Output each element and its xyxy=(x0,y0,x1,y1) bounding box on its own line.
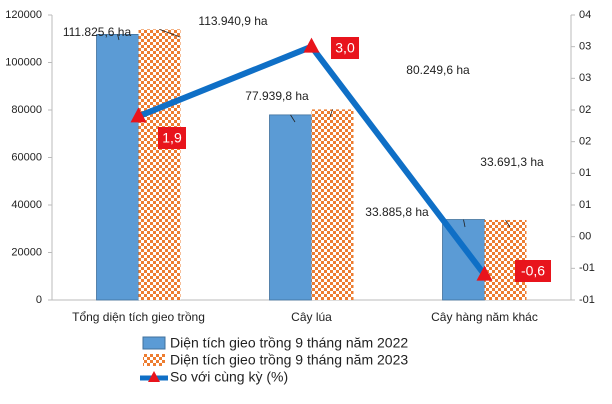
value-label: 111.825,6 ha xyxy=(63,25,132,39)
y-tick-label: 0 xyxy=(36,294,42,306)
x-tick-label: Cây lúa xyxy=(291,310,332,324)
legend-swatch xyxy=(142,336,166,350)
value-label: 33.691,3 ha xyxy=(480,155,544,169)
leader-line xyxy=(290,114,296,123)
y-tick-label: 80000 xyxy=(11,104,42,116)
value-label-box xyxy=(331,37,359,59)
value-label: 1,9 xyxy=(162,130,182,146)
y-tick-label: 60000 xyxy=(11,151,42,163)
x-tick-label: Cây hàng năm khác xyxy=(431,310,538,324)
value-label-box xyxy=(158,127,186,149)
y2-tick-label: 03 xyxy=(579,72,591,84)
value-label: 80.249,6 ha xyxy=(406,63,470,77)
leader-line xyxy=(505,219,511,228)
y-tick-label: 100000 xyxy=(5,56,42,68)
y2-tick-label: 02 xyxy=(579,136,591,148)
value-label: 113.940,9 ha xyxy=(198,14,268,28)
marker xyxy=(130,107,147,123)
y2-tick-label: 01 xyxy=(579,199,591,211)
y2-tick-label: -01 xyxy=(579,294,595,306)
x-tick-label: Tổng diện tích gieo trồng xyxy=(72,310,205,324)
marker xyxy=(476,265,493,281)
legend-label: So với cùng kỳ (%) xyxy=(170,369,288,385)
y2-tick-label: 04 xyxy=(579,9,591,21)
value-label: 77.939,8 ha xyxy=(245,89,309,103)
leader-line xyxy=(463,219,466,228)
value-label: 33.885,8 ha xyxy=(365,205,429,219)
legend-label: Diện tích gieo trồng 9 tháng năm 2022 xyxy=(170,335,408,351)
leader-line xyxy=(159,29,181,38)
value-label: -0,6 xyxy=(521,263,545,279)
marker xyxy=(303,37,320,53)
y-tick-label: 20000 xyxy=(11,246,42,258)
y2-tick-label: -01 xyxy=(579,262,595,274)
y2-tick-label: 02 xyxy=(579,104,591,116)
leader-line xyxy=(329,109,333,118)
leader-line xyxy=(117,34,120,41)
y-tick-label: 120000 xyxy=(5,9,42,21)
legend-swatch xyxy=(143,354,165,366)
y2-tick-label: 00 xyxy=(579,231,591,243)
legend-label: Diện tích gieo trồng 9 tháng năm 2023 xyxy=(170,352,408,368)
value-label-box xyxy=(515,260,551,282)
value-label: 3,0 xyxy=(335,40,355,56)
bar xyxy=(311,109,354,301)
bar xyxy=(484,219,527,300)
bar xyxy=(96,34,139,301)
y2-tick-label: 01 xyxy=(579,167,591,179)
bar xyxy=(138,29,181,301)
legend-marker xyxy=(148,371,160,382)
bar xyxy=(442,219,485,301)
bar xyxy=(269,114,312,301)
y2-tick-label: 03 xyxy=(579,41,591,53)
y-tick-label: 40000 xyxy=(11,199,42,211)
